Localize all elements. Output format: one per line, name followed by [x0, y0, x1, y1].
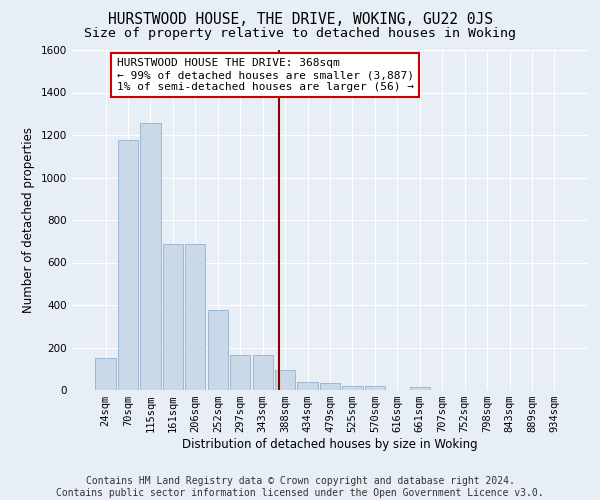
Bar — [208, 310, 228, 390]
Text: Contains HM Land Registry data © Crown copyright and database right 2024.
Contai: Contains HM Land Registry data © Crown c… — [56, 476, 544, 498]
Y-axis label: Number of detached properties: Number of detached properties — [22, 127, 35, 313]
Bar — [185, 244, 205, 390]
Bar — [298, 382, 317, 390]
Bar — [320, 382, 340, 390]
Bar — [163, 244, 183, 390]
Bar — [253, 355, 273, 390]
Bar — [365, 386, 385, 390]
Bar — [410, 387, 430, 390]
Text: Size of property relative to detached houses in Woking: Size of property relative to detached ho… — [84, 28, 516, 40]
Bar — [118, 140, 138, 390]
Bar — [95, 358, 116, 390]
Bar — [140, 124, 161, 390]
Text: HURSTWOOD HOUSE, THE DRIVE, WOKING, GU22 0JS: HURSTWOOD HOUSE, THE DRIVE, WOKING, GU22… — [107, 12, 493, 28]
Bar — [343, 386, 362, 390]
Bar — [275, 370, 295, 390]
Bar — [230, 355, 250, 390]
Text: HURSTWOOD HOUSE THE DRIVE: 368sqm
← 99% of detached houses are smaller (3,887)
1: HURSTWOOD HOUSE THE DRIVE: 368sqm ← 99% … — [117, 58, 414, 92]
X-axis label: Distribution of detached houses by size in Woking: Distribution of detached houses by size … — [182, 438, 478, 451]
